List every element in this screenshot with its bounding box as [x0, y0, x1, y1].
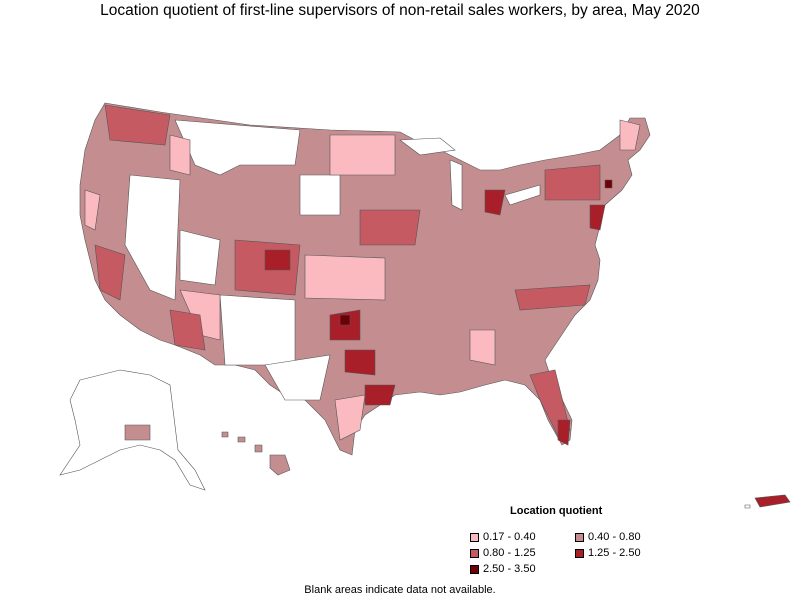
region-houston — [364, 384, 396, 406]
lake-erie — [504, 184, 541, 206]
region-mi — [484, 189, 506, 216]
region-la — [344, 349, 376, 376]
legend-label: 2.50 - 3.50 — [483, 563, 536, 575]
contiguous-us — [79, 102, 651, 456]
hawaii-oahu — [237, 436, 246, 443]
virgin-islands — [744, 504, 751, 509]
region-ok — [339, 314, 351, 326]
legend-swatch — [470, 564, 479, 574]
region-ny — [544, 164, 601, 201]
data-availability-note: Blank areas indicate data not available. — [304, 584, 496, 596]
region-nv — [124, 174, 181, 301]
region-ca-s — [94, 244, 126, 301]
region-ct — [604, 179, 613, 189]
region-ia — [359, 209, 421, 246]
legend-swatch — [470, 532, 479, 542]
lake-superior — [399, 137, 456, 156]
region-wa — [104, 104, 171, 146]
hawaii — [221, 431, 291, 476]
region-nj — [589, 204, 606, 231]
legend-item: 2.50 - 3.50 — [470, 563, 536, 575]
great-lakes — [399, 137, 541, 211]
legend-swatch — [575, 548, 584, 558]
legend-label: 1.25 - 2.50 — [588, 547, 641, 559]
legend-label: 0.17 - 0.40 — [483, 531, 536, 543]
region-ms — [469, 329, 496, 366]
region-az-s — [169, 309, 206, 351]
legend-label: 0.80 - 1.25 — [483, 547, 536, 559]
lake-michigan — [449, 159, 463, 211]
legend-label: 0.40 - 0.80 — [588, 531, 641, 543]
region-wtx — [264, 354, 331, 401]
hawaii-maui — [254, 444, 263, 453]
region-denver — [264, 249, 291, 271]
region-sfl — [557, 419, 571, 446]
region-id — [169, 134, 191, 176]
legend-swatch — [470, 548, 479, 558]
legend-title: Location quotient — [510, 505, 603, 517]
map-title: Location quotient of first-line supervis… — [100, 2, 700, 19]
region-nc — [514, 284, 591, 311]
region-ca-coast — [84, 189, 101, 231]
legend-item: 0.80 - 1.25 — [470, 547, 536, 559]
hawaii-big-island — [269, 454, 291, 476]
region-nm — [219, 294, 296, 366]
region-wy-sd — [299, 174, 341, 216]
region-etx — [334, 394, 366, 441]
hawaii-kauai — [221, 431, 229, 438]
region-ut — [179, 229, 221, 286]
puerto-rico — [754, 494, 791, 508]
region-me — [619, 119, 641, 151]
region-nd — [329, 134, 396, 176]
alaska-south — [124, 424, 151, 441]
legend-swatch — [575, 532, 584, 542]
legend-item: 0.40 - 0.80 — [575, 531, 641, 543]
region-mt — [174, 119, 301, 176]
legend-item: 0.17 - 0.40 — [470, 531, 536, 543]
region-ks — [304, 254, 386, 301]
legend-item: 1.25 - 2.50 — [575, 547, 641, 559]
